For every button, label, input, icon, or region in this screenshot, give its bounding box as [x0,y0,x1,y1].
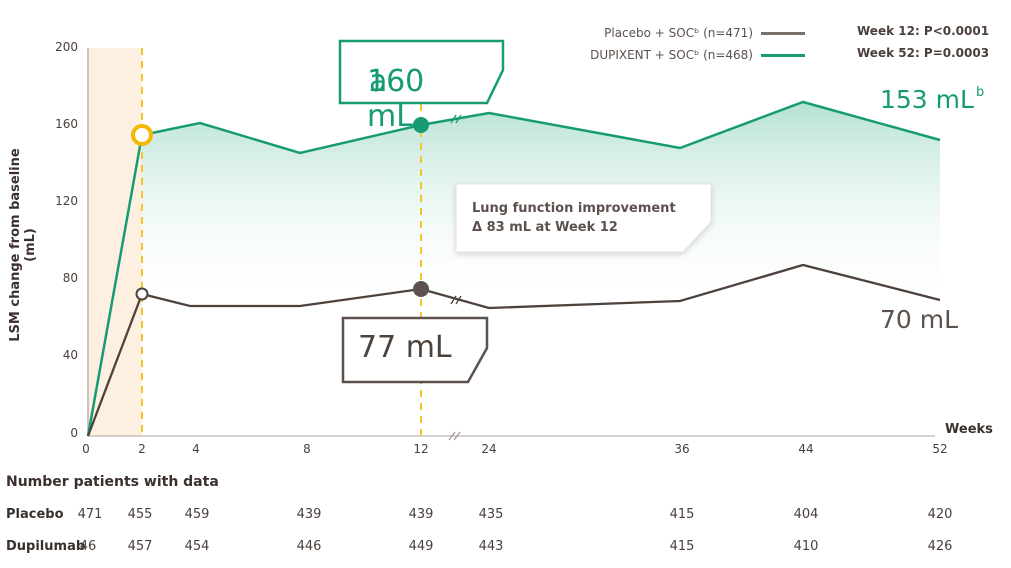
legend-label-placebo: Placebo + SOCᵇ (n=471) [604,26,753,40]
x-tick: 4 [192,442,200,456]
table-cell: 439 [408,507,434,522]
legend-item-dupixent: DUPIXENT + SOCᵇ (n=468) [545,44,805,66]
table-cell: 46 [79,539,97,554]
table-cell: 404 [793,507,819,522]
info-line2: Δ 83 mL at Week 12 [472,220,618,235]
legend: Placebo + SOCᵇ (n=471) DUPIXENT + SOCᵇ (… [545,22,805,66]
info-box-shape [455,183,712,253]
table-cell: 449 [408,539,434,554]
info-line1: Lung function improvement [472,201,676,216]
y-axis-label: LSM change from baseline (mL) [8,148,38,342]
footnote-b: b [975,85,985,100]
table-cell: 410 [793,539,819,554]
p-values: Week 12: P<0.0001 Week 52: P=0.0003 [857,20,989,64]
x-axis-break-icon [448,431,461,441]
placebo-line-break-icon [450,295,462,305]
y-tick: 160 [55,117,78,131]
x-tick: 2 [138,442,146,456]
x-tick: 24 [481,442,497,456]
table-cell: 459 [184,507,210,522]
table-cell: 415 [669,539,695,554]
callout-green-border [338,39,505,105]
footnote-a: a [369,64,388,99]
placebo-week12-marker [413,281,429,297]
x-tick: 0 [82,442,90,456]
table-cell: 454 [184,539,210,554]
y-tick: 80 [62,271,78,285]
pvalue-week12: Week 12: P<0.0001 [857,24,990,38]
table-row-label-placebo: Placebo [6,507,64,522]
table-cell: 471 [77,507,103,522]
y-tick: 40 [62,348,78,362]
callout-week12-dupixent-value: 160 mL [367,64,425,134]
callout-week12-placebo: 77 mL [342,318,488,382]
patients-table-title: Number patients with data [6,474,219,490]
table-cell: 435 [478,507,504,522]
table-cell: 420 [927,507,953,522]
callout-week12-placebo-value: 77 mL [358,330,452,365]
y-tick: 120 [55,194,78,208]
dupixent-week12-marker [413,117,429,133]
legend-swatch-dupixent [761,53,805,57]
callout-brown-border [341,316,489,384]
table-cell: 443 [478,539,504,554]
info-box: Lung function improvement Δ 83 mL at Wee… [455,185,711,251]
table-cell: 439 [296,507,322,522]
legend-label-dupixent: DUPIXENT + SOCᵇ (n=468) [590,48,753,62]
table-cell: 415 [669,507,695,522]
label-week52-dupixent-value: 153 mL [880,85,974,114]
x-tick: 12 [413,442,429,456]
x-tick: 44 [798,442,814,456]
table-cell: 457 [127,539,153,554]
x-tick: 8 [303,442,311,456]
legend-swatch-placebo [761,31,805,35]
label-week52-dupixent: 153 mL b [880,85,984,114]
x-tick: 52 [932,442,948,456]
legend-item-placebo: Placebo + SOCᵇ (n=471) [545,22,805,44]
dupixent-line-break-icon [450,114,462,124]
x-axis-label: Weeks [945,422,993,437]
callout-week12-dupixent: 160 mL a [339,40,499,134]
table-cell: 426 [927,539,953,554]
x-tick: 36 [674,442,690,456]
table-row-label-dupilumab: Dupilumab [6,539,86,554]
dupixent-week2-marker [131,124,153,146]
y-tick: 200 [55,40,78,54]
y-tick: 0 [70,426,78,440]
label-week52-placebo: 70 mL [880,305,959,334]
table-cell: 446 [296,539,322,554]
placebo-week2-marker [135,287,149,301]
highlight-region [88,48,142,436]
pvalue-week52: Week 52: P=0.0003 [857,46,990,60]
table-cell: 455 [127,507,153,522]
